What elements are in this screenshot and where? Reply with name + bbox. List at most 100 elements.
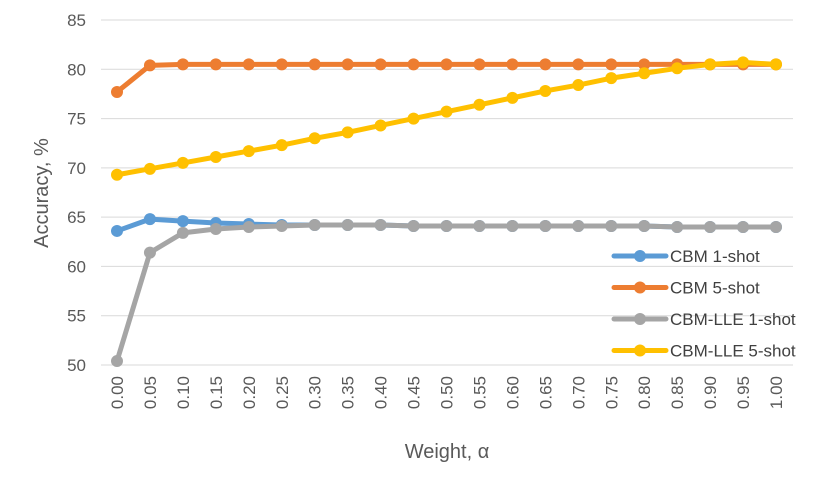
data-point <box>605 58 618 71</box>
data-point <box>111 85 123 98</box>
series-4 <box>111 56 782 181</box>
data-point <box>176 58 189 71</box>
x-tick-label: 0.85 <box>668 376 687 409</box>
data-point <box>209 222 222 235</box>
y-tick-label: 85 <box>67 11 86 30</box>
x-tick-label: 0.65 <box>536 376 555 409</box>
legend-marker <box>634 281 646 294</box>
data-point <box>111 224 123 237</box>
data-point <box>308 58 321 71</box>
data-point <box>605 72 618 85</box>
x-tick-label: 0.60 <box>503 376 522 409</box>
y-tick-labels: 50 55 60 65 70 75 80 85 <box>67 11 86 375</box>
data-point <box>605 220 618 233</box>
x-tick-label: 0.90 <box>701 376 720 409</box>
data-point <box>143 246 156 259</box>
y-tick-label: 70 <box>67 159 86 178</box>
y-tick-label: 65 <box>67 208 86 227</box>
data-point <box>572 220 585 233</box>
data-point <box>638 58 651 71</box>
x-tick-label: 0.55 <box>470 376 489 409</box>
data-point <box>374 58 387 71</box>
data-point <box>407 220 420 233</box>
data-point <box>275 139 288 152</box>
y-axis-title: Accuracy, % <box>31 138 53 248</box>
data-point <box>176 156 189 169</box>
legend-item: CBM 1-shot <box>611 247 760 266</box>
data-point <box>539 58 552 71</box>
data-point <box>638 67 651 80</box>
legend-label: CBM-LLE 1-shot <box>670 310 796 329</box>
data-point <box>737 56 750 69</box>
x-tick-label: 0.05 <box>141 376 160 409</box>
y-tick-label: 55 <box>67 307 86 326</box>
legend-marker <box>634 250 646 262</box>
legend-marker <box>634 313 646 325</box>
legend-label: CBM-LLE 5-shot <box>670 342 796 361</box>
x-tick-label: 0.75 <box>602 376 621 409</box>
data-point <box>440 58 453 71</box>
x-tick-label: 0.25 <box>273 376 292 409</box>
x-tick-label: 0.50 <box>438 376 457 409</box>
x-tick-label: 0.15 <box>207 376 226 409</box>
data-point <box>704 58 717 71</box>
data-point <box>143 213 156 226</box>
data-point <box>671 62 684 75</box>
x-tick-labels: 0.00 0.05 0.10 0.15 0.20 0.25 0.30 0.35 0.40 0.45… <box>108 376 786 409</box>
x-tick-label: 0.20 <box>240 376 259 409</box>
series-lines <box>111 56 782 368</box>
data-point <box>539 84 552 97</box>
data-point <box>374 119 387 132</box>
x-tick-label: 0.35 <box>339 376 358 409</box>
data-point <box>209 151 222 164</box>
data-point <box>704 221 717 233</box>
data-point <box>374 219 387 232</box>
x-axis-title: Weight, α <box>405 441 490 463</box>
data-point <box>143 59 156 72</box>
y-tick-label: 80 <box>67 60 86 79</box>
data-point <box>111 168 123 181</box>
x-tick-label: 0.40 <box>372 376 391 409</box>
data-point <box>242 221 255 233</box>
x-tick-label: 0.30 <box>306 376 325 409</box>
data-point <box>638 220 651 233</box>
legend-label: CBM 5-shot <box>670 279 760 298</box>
data-point <box>440 105 453 118</box>
data-point <box>275 58 288 71</box>
data-point <box>506 220 519 233</box>
legend-item: CBM-LLE 5-shot <box>611 342 796 361</box>
x-tick-label: 0.00 <box>108 376 127 409</box>
x-tick-label: 0.70 <box>569 376 588 409</box>
y-tick-label: 75 <box>67 110 86 129</box>
data-point <box>473 98 486 111</box>
data-point <box>341 58 354 71</box>
data-point <box>407 58 420 71</box>
data-point <box>671 221 684 233</box>
data-point <box>506 91 519 104</box>
series-3 <box>111 219 782 368</box>
data-point <box>737 221 750 233</box>
data-point <box>275 220 288 233</box>
x-tick-label: 1.00 <box>767 376 786 409</box>
x-tick-label: 0.45 <box>405 376 424 409</box>
legend-label: CBM 1-shot <box>670 247 760 266</box>
data-point <box>308 219 321 232</box>
x-tick-label: 0.10 <box>174 376 193 409</box>
data-point <box>242 58 255 71</box>
x-tick-label: 0.95 <box>734 376 753 409</box>
data-point <box>770 58 782 71</box>
legend: CBM 1-shot CBM 5-shot CBM-LLE 1-shot CBM-LL… <box>611 247 796 361</box>
data-point <box>473 58 486 71</box>
data-point <box>176 226 189 239</box>
data-point <box>506 58 519 71</box>
data-point <box>176 215 189 228</box>
data-point <box>308 132 321 145</box>
legend-item: CBM-LLE 1-shot <box>611 310 796 329</box>
data-point <box>242 145 255 158</box>
x-tick-label: 0.80 <box>635 376 654 409</box>
y-tick-label: 60 <box>67 257 86 276</box>
data-point <box>407 112 420 125</box>
data-point <box>341 126 354 139</box>
data-point <box>209 58 222 71</box>
data-point <box>572 79 585 92</box>
